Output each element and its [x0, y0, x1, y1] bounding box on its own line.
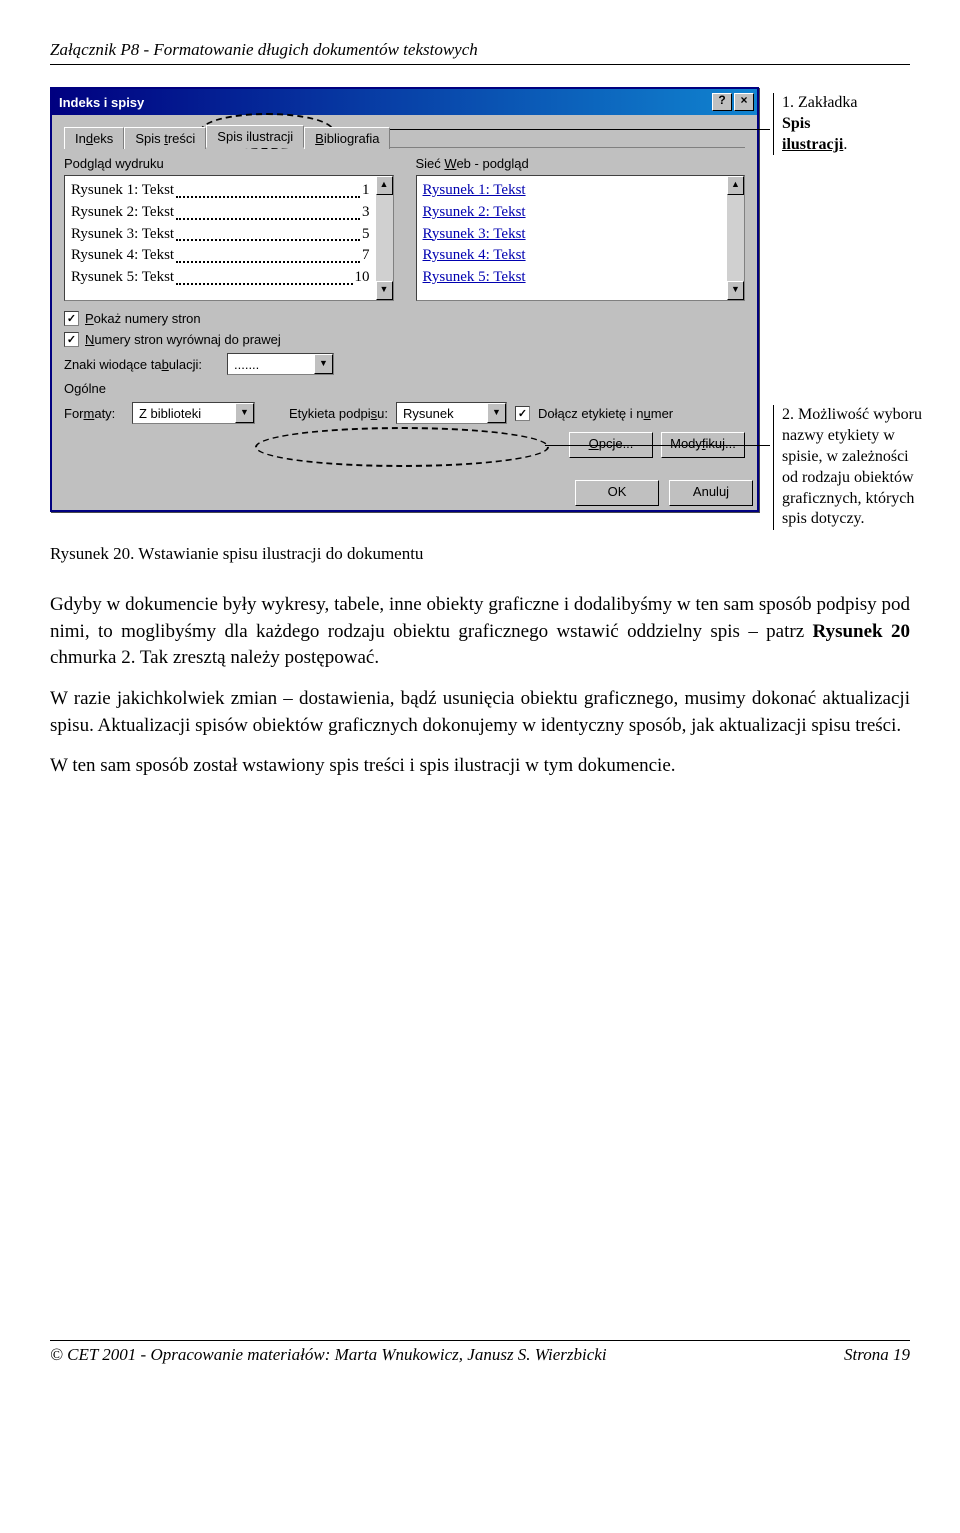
include-label-number-label: Dołącz etykietę i numer	[538, 406, 673, 421]
list-item: Rysunek 2: Tekst3	[71, 202, 370, 224]
callouts: 1. Zakładka Spis ilustracji. 2. Możliwoś…	[773, 87, 923, 530]
scroll-up-icon[interactable]: ▲	[376, 176, 393, 195]
paragraph-3: W ten sam sposób został wstawiony spis t…	[50, 753, 910, 780]
tabstrip: Indeks Spis treści Spis ilustracji Bibli…	[64, 125, 745, 148]
chevron-down-icon[interactable]: ▼	[314, 354, 333, 374]
figure-caption: Rysunek 20. Wstawianie spisu ilustracji …	[50, 544, 910, 564]
list-item: Rysunek 2: Tekst	[423, 202, 722, 224]
print-preview-label: Podgląd wydruku	[64, 156, 394, 171]
general-section-label: Ogólne	[64, 381, 745, 396]
scroll-down-icon[interactable]: ▼	[727, 281, 744, 300]
paragraph-2: W razie jakichkolwiek zmian – dostawieni…	[50, 686, 910, 739]
include-label-number-checkbox[interactable]: ✓	[515, 406, 530, 421]
tab-toc[interactable]: Spis treści	[124, 127, 206, 149]
scroll-down-icon[interactable]: ▼	[376, 281, 393, 300]
formats-label: Formaty:	[64, 406, 124, 421]
tab-index[interactable]: Indeks	[64, 127, 124, 149]
dialog-window: Indeks i spisy ? × Indeks Spis treści Sp…	[50, 87, 759, 512]
list-item: Rysunek 3: Tekst	[423, 224, 722, 246]
caption-label-label: Etykieta podpisu:	[289, 406, 388, 421]
leader-label: Znaki wiodące tabulacji:	[64, 357, 219, 372]
list-item: Rysunek 4: Tekst7	[71, 245, 370, 267]
web-preview-label: Sieć Web - podgląd	[416, 156, 746, 171]
caption-label-value: Rysunek	[397, 406, 487, 421]
formats-value: Z biblioteki	[133, 406, 235, 421]
show-page-numbers-checkbox[interactable]: ✓	[64, 311, 79, 326]
scroll-up-icon[interactable]: ▲	[727, 176, 744, 195]
list-item: Rysunek 5: Tekst10	[71, 267, 370, 289]
ok-button[interactable]: OK	[575, 480, 659, 506]
help-button[interactable]: ?	[712, 93, 732, 111]
list-item: Rysunek 5: Tekst	[423, 267, 722, 289]
chevron-down-icon[interactable]: ▼	[235, 403, 254, 423]
leader-value: .......	[228, 357, 314, 372]
callout-2: 2. Możliwość wyboru nazwy etykiety w spi…	[773, 405, 923, 530]
web-preview-list: Rysunek 1: Tekst Rysunek 2: Tekst Rysune…	[416, 175, 746, 301]
print-preview-list: Rysunek 1: Tekst1 Rysunek 2: Tekst3 Rysu…	[64, 175, 394, 301]
scrollbar[interactable]: ▲ ▼	[727, 176, 744, 300]
caption-label-combo[interactable]: Rysunek ▼	[396, 402, 507, 424]
page-header: Załącznik P8 - Formatowanie długich doku…	[50, 40, 910, 65]
cancel-button[interactable]: Anuluj	[669, 480, 753, 506]
footer-left: © CET 2001 - Opracowanie materiałów: Mar…	[50, 1345, 607, 1365]
tab-bibliography[interactable]: Bibliografia	[304, 127, 390, 149]
show-page-numbers-label: Pokaż numery stron	[85, 311, 201, 326]
chevron-down-icon[interactable]: ▼	[487, 403, 506, 423]
options-button[interactable]: Opcje...	[569, 432, 653, 458]
footer-right: Strona 19	[844, 1345, 910, 1365]
list-item: Rysunek 1: Tekst	[423, 180, 722, 202]
dialog-titlebar: Indeks i spisy ? ×	[52, 89, 757, 115]
list-item: Rysunek 1: Tekst1	[71, 180, 370, 202]
page-footer: © CET 2001 - Opracowanie materiałów: Mar…	[50, 1340, 910, 1365]
paragraph-1: Gdyby w dokumencie były wykresy, tabele,…	[50, 592, 910, 672]
modify-button[interactable]: Modyfikuj...	[661, 432, 745, 458]
list-item: Rysunek 4: Tekst	[423, 245, 722, 267]
callout-1: 1. Zakładka Spis ilustracji.	[773, 93, 923, 155]
dialog-wrapper: Indeks i spisy ? × Indeks Spis treści Sp…	[50, 87, 759, 512]
tab-illustrations[interactable]: Spis ilustracji	[206, 125, 304, 148]
list-item: Rysunek 3: Tekst5	[71, 224, 370, 246]
right-align-numbers-label: Numery stron wyrównaj do prawej	[85, 332, 281, 347]
formats-combo[interactable]: Z biblioteki ▼	[132, 402, 255, 424]
close-button[interactable]: ×	[734, 93, 754, 111]
scrollbar[interactable]: ▲ ▼	[376, 176, 393, 300]
right-align-numbers-checkbox[interactable]: ✓	[64, 332, 79, 347]
dialog-title: Indeks i spisy	[55, 95, 144, 110]
leader-combo[interactable]: ....... ▼	[227, 353, 334, 375]
